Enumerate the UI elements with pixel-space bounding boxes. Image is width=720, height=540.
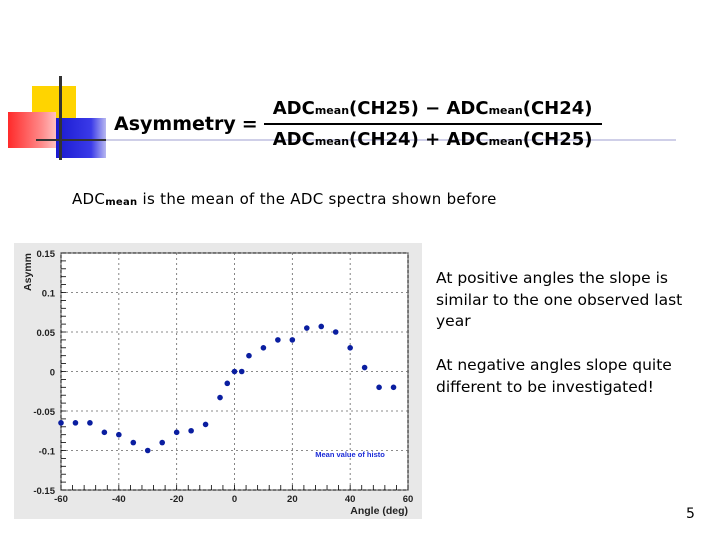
den-b-main: ADC bbox=[446, 129, 489, 150]
data-point bbox=[72, 420, 79, 426]
data-point bbox=[130, 439, 137, 446]
data-point bbox=[332, 329, 339, 335]
data-point bbox=[217, 394, 223, 401]
x-tick-label: -60 bbox=[54, 494, 68, 505]
den-b-arg: (CH25) bbox=[522, 129, 593, 150]
data-point bbox=[275, 337, 281, 343]
x-tick-label: -40 bbox=[112, 494, 126, 505]
data-point bbox=[318, 323, 325, 330]
den-a-sub: mean bbox=[314, 135, 350, 148]
den-op: + bbox=[425, 129, 441, 150]
x-tick-label: -20 bbox=[170, 494, 184, 505]
formula-equals: = bbox=[241, 113, 258, 135]
x-tick-label: 20 bbox=[287, 494, 298, 505]
x-tick-label: 60 bbox=[403, 494, 414, 505]
data-point bbox=[202, 421, 209, 428]
note-sub: mean bbox=[105, 197, 138, 208]
y-tick-label: -0.1 bbox=[39, 447, 56, 458]
num-b-sub: mean bbox=[488, 104, 523, 117]
adc-mean-note: ADCmean is the mean of the ADC spectra s… bbox=[72, 190, 497, 208]
decor-blue-square bbox=[56, 118, 106, 158]
data-point bbox=[347, 345, 353, 351]
data-point bbox=[303, 325, 310, 331]
decor-vertical-line bbox=[59, 76, 62, 160]
text-negative-angles: At negative angles slope quite different… bbox=[436, 356, 672, 396]
page-number: 5 bbox=[686, 506, 695, 522]
data-point bbox=[144, 447, 151, 454]
num-op: − bbox=[425, 98, 441, 119]
y-tick-label: 0.15 bbox=[37, 249, 56, 260]
note-rest: is the mean of the ADC spectra shown bef… bbox=[137, 190, 497, 208]
asymmetry-formula: Asymmetry = ADCmean(CH25) − ADCmean(CH24… bbox=[114, 98, 602, 150]
x-tick-label: 0 bbox=[232, 494, 237, 505]
den-b-sub: mean bbox=[488, 135, 523, 148]
y-tick-label: 0.1 bbox=[42, 289, 56, 300]
data-point bbox=[246, 352, 252, 359]
den-a-main: ADC bbox=[272, 129, 315, 150]
num-a-arg: (CH25) bbox=[349, 98, 419, 119]
data-point bbox=[260, 345, 267, 351]
den-a-arg: (CH24) bbox=[349, 129, 419, 150]
note-main: ADC bbox=[72, 190, 106, 208]
x-axis-label: Angle (deg) bbox=[350, 505, 408, 517]
decor-horizontal-line bbox=[36, 139, 676, 141]
data-point bbox=[58, 420, 64, 426]
data-point bbox=[116, 431, 122, 438]
text-positive-angles: At positive angles the slope is similar … bbox=[436, 269, 683, 330]
y-tick-label: -0.15 bbox=[33, 486, 55, 497]
data-point bbox=[188, 427, 194, 434]
asymmetry-plot: -0.15 -0.1 -0.05 0 0.05 0.1 0.15 -60 -40 -20 0 20 40… bbox=[22, 249, 414, 517]
legend-label: Mean value of histo bbox=[315, 450, 385, 459]
formula-denominator: ADCmean(CH24) + ADCmean(CH25) bbox=[273, 129, 593, 150]
y-tick-label: 0 bbox=[50, 368, 55, 379]
data-point bbox=[361, 364, 368, 371]
num-a-sub: mean bbox=[314, 104, 350, 117]
data-point bbox=[101, 429, 108, 436]
formula-lhs: Asymmetry bbox=[114, 113, 236, 135]
formula-numerator: ADCmean(CH25) − ADCmean(CH24) bbox=[273, 98, 593, 119]
num-b-arg: (CH24) bbox=[522, 98, 593, 119]
data-point bbox=[87, 420, 93, 426]
data-point bbox=[224, 380, 231, 387]
decor-red-square bbox=[8, 112, 56, 148]
data-point bbox=[376, 384, 382, 391]
formula-fraction: ADCmean(CH25) − ADCmean(CH24) ADCmean(CH… bbox=[263, 98, 602, 150]
data-point bbox=[173, 429, 180, 436]
num-a-main: ADC bbox=[272, 98, 315, 119]
y-tick-label: -0.05 bbox=[33, 407, 55, 418]
fraction-bar bbox=[263, 123, 602, 125]
y-axis-label: Asymm bbox=[22, 253, 34, 291]
data-point bbox=[390, 384, 397, 391]
data-point bbox=[231, 368, 238, 375]
num-b-main: ADC bbox=[446, 98, 489, 119]
y-tick-label: 0.05 bbox=[37, 328, 56, 339]
data-point bbox=[159, 439, 166, 446]
data-point bbox=[289, 337, 296, 343]
data-point bbox=[238, 368, 245, 375]
x-tick-label: 40 bbox=[345, 494, 356, 505]
